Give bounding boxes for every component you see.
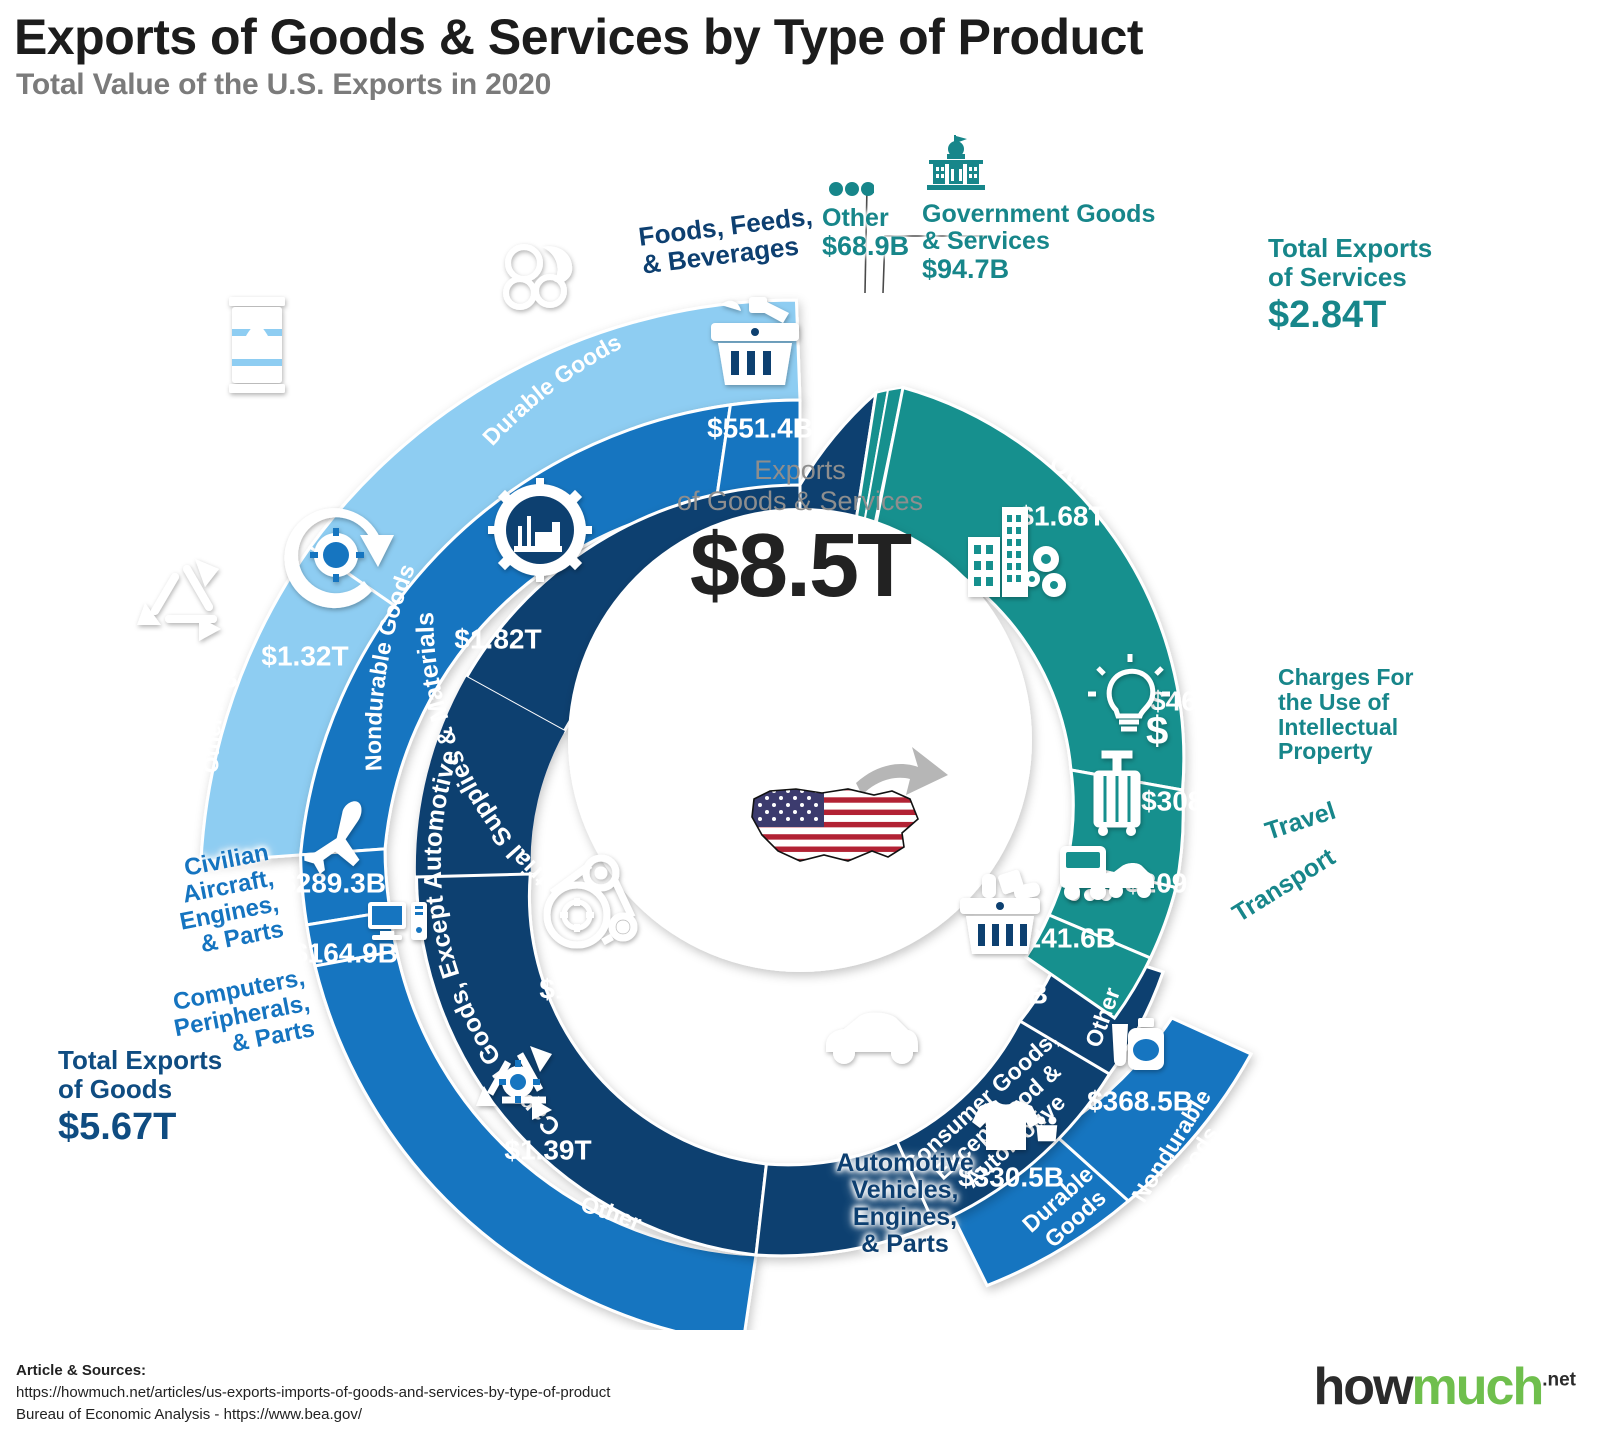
- callout-gov-label-2: & Services: [922, 227, 1050, 255]
- callout-gov-label-1: Government Goods: [922, 200, 1156, 228]
- total-goods-label-2: of Goods: [58, 1073, 173, 1104]
- callout-civilian-aircraft: Civilian Aircraft, Engines, & Parts: [150, 839, 286, 964]
- total-services-label-2: of Services: [1268, 261, 1407, 292]
- shopping-basket-icon: [960, 869, 1041, 954]
- value-charges-ip: $469.5B: [1150, 685, 1256, 716]
- svg-text:$: $: [1146, 709, 1168, 753]
- lightbulb-dollar-icon: $: [1088, 654, 1170, 753]
- value-consumer-goods: $698.9B: [942, 978, 1048, 1009]
- value-nondurable-consumer-goods: $368.5B: [1087, 1085, 1193, 1116]
- callout-other-services-label: Other: [822, 204, 889, 232]
- government-building-icon: [927, 135, 985, 190]
- callout-ip-label-3: Intellectual: [1278, 713, 1399, 740]
- mid-seg-nondurable-consumer-goods[interactable]: [1050, 1016, 1254, 1203]
- engine-belt-icon: [543, 854, 638, 949]
- oil-barrel-icon: [229, 297, 285, 393]
- callout-auto-label-1: Automotive: [836, 1149, 974, 1177]
- callout-auto-label-4: & Parts: [861, 1230, 949, 1258]
- computer-icon: [368, 902, 427, 940]
- sunburst-chart: Industrial Supplies & Materials Capital …: [0, 100, 1600, 1330]
- value-industrial-supplies: $1.82T: [454, 623, 541, 654]
- value-petroleum-products: $561.3B: [206, 390, 312, 421]
- factory-gear-icon: [488, 478, 592, 582]
- footer-link-article[interactable]: https://howmuch.net/articles/us-exports-…: [16, 1383, 611, 1401]
- value-durable-goods-industrial: $495.2B: [481, 306, 587, 337]
- value-travel: $308.6B: [1141, 785, 1247, 816]
- total-exports-services: Total Exports of Services $2.84T: [1268, 234, 1568, 337]
- callout-gov-value: $94.7B: [922, 254, 1010, 284]
- recycle-gear-icon: [284, 508, 394, 609]
- value-other-business-services: $1.68T: [1018, 500, 1105, 531]
- car-icon: [826, 1012, 918, 1064]
- center-kicker-line2: of Goods & Services: [676, 486, 924, 517]
- callout-government-goods-services: Government Goods & Services $94.7B: [922, 201, 1155, 284]
- inner-seg-transport[interactable]: [1023, 913, 1153, 1021]
- suitcase-icon: [1093, 750, 1141, 836]
- callout-other-services-value: $68.9B: [822, 231, 910, 261]
- callout-leader-lines: [864, 185, 985, 294]
- total-goods-label-1: Total Exports: [58, 1045, 223, 1075]
- howmuch-logo[interactable]: howmuch.net: [1314, 1357, 1576, 1417]
- value-civilian-aircraft: $289.3B: [280, 867, 386, 898]
- value-durable-consumer-goods: $330.5B: [958, 1161, 1064, 1192]
- callout-automotive-vehicles: Automotive Vehicles, Engines, & Parts: [820, 1150, 990, 1258]
- value-other-nondurable-goods: $762.4B: [132, 662, 238, 693]
- page-subtitle: Total Value of the U.S. Exports in 2020: [16, 68, 552, 101]
- value-computers: $164.9B: [292, 937, 398, 968]
- buildings-gears-icon: [968, 507, 1066, 597]
- logo-part-net: .net: [1542, 1369, 1576, 1391]
- value-other-capital-goods: $1.39T: [504, 1134, 591, 1165]
- clothing-icon: [972, 1100, 1058, 1150]
- footer-link-bea[interactable]: Bureau of Economic Analysis - https://ww…: [16, 1405, 363, 1423]
- growth-arrow-icon: [856, 747, 948, 795]
- airplane-icon: [304, 801, 362, 875]
- us-map-flag-icon: [751, 747, 948, 862]
- callout-ip-label-1: Charges For: [1278, 664, 1414, 690]
- total-services-label-1: Total Exports: [1268, 233, 1433, 263]
- mid-seg-other-capital-goods[interactable]: [313, 949, 758, 1330]
- ellipsis-icon: [829, 182, 874, 196]
- spheres-icon: [503, 244, 573, 310]
- callout-ip-label-4: Property: [1278, 738, 1373, 765]
- callout-charges-ip: Charges For the Use of Intellectual Prop…: [1278, 665, 1413, 764]
- logo-part-much: much: [1411, 1358, 1545, 1416]
- grocery-basket-icon: [711, 297, 799, 385]
- recycle-gear-other-icon: [476, 1046, 552, 1120]
- toiletries-icon: [1112, 1018, 1164, 1070]
- total-exports-goods: Total Exports of Goods $5.67T: [58, 1046, 378, 1149]
- center-total-value: $8.5T: [689, 516, 912, 617]
- total-goods-value: $5.67T: [58, 1106, 177, 1149]
- bus-car-icon: [1060, 846, 1154, 900]
- value-automotive: $515.8B: [831, 1085, 937, 1116]
- logo-part-how: how: [1313, 1358, 1414, 1416]
- page-title: Exports of Goods & Services by Type of P…: [14, 9, 1144, 65]
- callout-auto-label-3: Engines,: [852, 1203, 958, 1231]
- center-disc: [568, 508, 1032, 972]
- callout-other-services: Other $68.9B: [822, 205, 909, 261]
- value-nondurable-goods-industrial: $1.32T: [261, 640, 348, 671]
- callout-auto-label-2: Vehicles,: [851, 1176, 959, 1204]
- footer-sources: Article & Sources: https://howmuch.net/a…: [16, 1360, 610, 1425]
- middle-ring: [298, 398, 1254, 1330]
- value-capital-goods: $1,843.8B: [539, 973, 668, 1004]
- total-services-value: $2.84T: [1268, 294, 1387, 337]
- center-summary: Exports of Goods & Services $8.5T: [585, 455, 1015, 611]
- footer-heading: Article & Sources:: [16, 1362, 147, 1379]
- recycle-icon: [137, 559, 221, 641]
- callout-ip-label-2: the Use of: [1278, 688, 1390, 715]
- center-kicker: Exports of Goods & Services: [585, 455, 1015, 517]
- value-foods-feeds: $551.4B: [707, 412, 813, 443]
- center-kicker-line1: Exports: [754, 455, 846, 485]
